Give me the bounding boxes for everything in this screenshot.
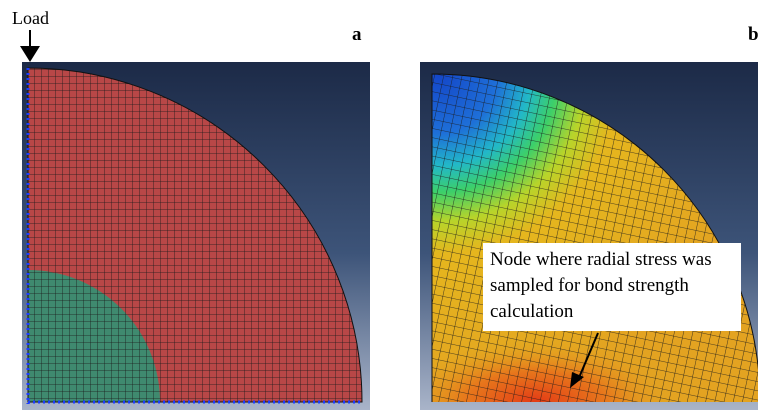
load-arrow-head xyxy=(20,46,40,62)
annotation-text: sampled for bond strength xyxy=(490,275,689,296)
panel-label: b xyxy=(748,24,758,45)
panel-label: a xyxy=(352,24,362,45)
load-label: Load xyxy=(12,8,49,28)
annotation-text: Node where radial stress was xyxy=(490,249,712,270)
figure: Load a b Node where radial stress was sa… xyxy=(0,0,758,410)
annotation-text: calculation xyxy=(490,301,574,322)
